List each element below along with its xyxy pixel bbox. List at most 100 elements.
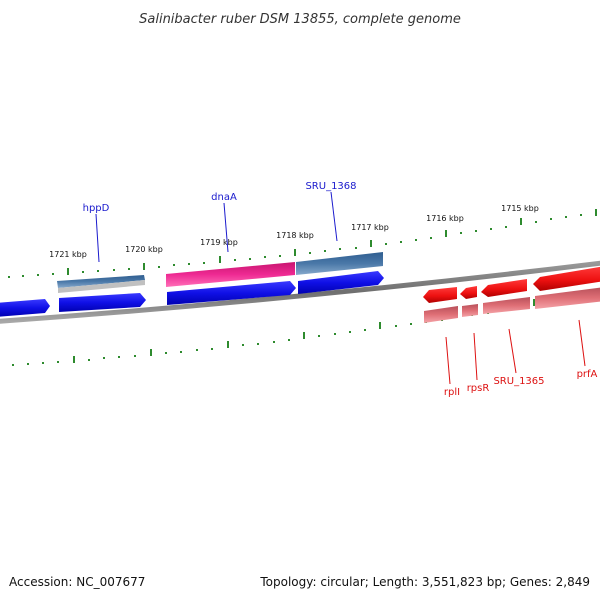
tick-minor <box>475 230 477 232</box>
tick-major <box>294 249 296 256</box>
tick-minor <box>279 255 281 257</box>
rplI-gene-feature[interactable] <box>424 306 458 323</box>
tick-minor <box>188 263 190 265</box>
tick-minor <box>27 363 29 365</box>
rpsR-label[interactable]: rpsR <box>467 383 490 394</box>
tick-minor <box>334 333 336 335</box>
prfA-label[interactable]: prfA <box>577 369 598 380</box>
tick-major <box>303 332 305 339</box>
prfA-leader-line <box>578 319 586 367</box>
tick-minor <box>158 266 160 268</box>
tick-minor <box>505 226 507 228</box>
SRU_1368-leader-line <box>330 191 338 242</box>
tick-label-1721: 1721 kbp <box>49 250 87 259</box>
prfA-gene-feature[interactable] <box>535 287 600 309</box>
tick-minor <box>288 339 290 341</box>
tick-minor <box>173 264 175 266</box>
cds-arrow-reverse[interactable] <box>423 287 457 303</box>
cds-arrow-forward[interactable] <box>167 281 296 305</box>
tick-major <box>150 349 152 356</box>
cds-arrow-reverse[interactable] <box>460 286 477 299</box>
reverse-cds-arrows <box>423 266 600 303</box>
tick-minor <box>249 258 251 260</box>
tick-minor <box>264 256 266 258</box>
cds-arrow-forward[interactable] <box>0 299 50 317</box>
tick-label-1718: 1718 kbp <box>276 231 314 240</box>
SRU_1365-gene-feature[interactable] <box>483 297 530 314</box>
tick-minor <box>128 268 130 270</box>
tick-minor <box>415 239 417 241</box>
outer-tick-track <box>8 209 597 278</box>
hppD-leader-line <box>95 213 100 263</box>
SRU_1368-gene-feature[interactable] <box>296 252 383 275</box>
tick-minor <box>211 348 213 350</box>
tick-minor <box>103 357 105 359</box>
position-tick-labels: 1721 kbp 1720 kbp 1719 kbp 1718 kbp 1717… <box>49 204 539 259</box>
tick-minor <box>565 216 567 218</box>
tick-minor <box>385 243 387 245</box>
tick-minor <box>42 362 44 364</box>
tick-major <box>67 268 69 275</box>
hppD-label[interactable]: hppD <box>83 203 110 214</box>
tick-label-1719: 1719 kbp <box>200 238 238 247</box>
tick-label-1717: 1717 kbp <box>351 223 389 232</box>
tick-major <box>445 230 447 237</box>
dnaA-leader-line <box>223 202 229 253</box>
tick-minor <box>349 331 351 333</box>
map-title: Salinibacter ruber DSM 13855, complete g… <box>139 12 461 27</box>
dnaA-label[interactable]: dnaA <box>211 192 237 203</box>
tick-minor <box>113 269 115 271</box>
tick-minor <box>355 247 357 249</box>
tick-minor <box>324 250 326 252</box>
tick-minor <box>234 259 236 261</box>
tick-minor <box>339 248 341 250</box>
accession-text: Accession: NC_007677 <box>9 575 146 589</box>
tick-minor <box>82 271 84 273</box>
rplI-label[interactable]: rplI <box>444 387 460 398</box>
reverse-gene-features <box>424 287 600 323</box>
forward-gene-features <box>57 252 383 293</box>
tick-major <box>73 356 75 363</box>
tick-minor <box>460 232 462 234</box>
tick-minor <box>8 276 10 278</box>
tick-major <box>533 299 535 306</box>
tick-minor <box>12 364 14 366</box>
tick-minor <box>118 356 120 358</box>
tick-minor <box>97 270 99 272</box>
tick-major <box>379 322 381 329</box>
tick-minor <box>273 341 275 343</box>
tick-minor <box>37 274 39 276</box>
tick-minor <box>535 221 537 223</box>
cds-arrow-reverse[interactable] <box>481 279 527 297</box>
cds-arrow-forward[interactable] <box>59 293 146 312</box>
tick-minor <box>257 343 259 345</box>
dnaA-gene-feature[interactable] <box>166 262 295 287</box>
tick-major <box>227 341 229 348</box>
forward-gene-labels: hppD dnaA SRU_1368 <box>83 181 357 263</box>
tick-minor <box>134 355 136 357</box>
tick-major <box>370 240 372 247</box>
tick-minor <box>430 237 432 239</box>
tick-label-1716: 1716 kbp <box>426 214 464 223</box>
hppD-gene-feature[interactable] <box>57 275 145 293</box>
cds-arrow-forward[interactable] <box>298 271 384 294</box>
rplI-leader-line <box>445 336 451 385</box>
genome-backbone <box>0 260 600 324</box>
tick-minor <box>52 273 54 275</box>
tick-label-1720: 1720 kbp <box>125 245 163 254</box>
SRU_1368-label[interactable]: SRU_1368 <box>305 181 356 192</box>
rpsR-leader-line <box>473 332 478 381</box>
tick-minor <box>364 329 366 331</box>
tick-minor <box>57 361 59 363</box>
tick-minor <box>395 325 397 327</box>
tick-minor <box>180 351 182 353</box>
tick-minor <box>400 241 402 243</box>
tick-minor <box>88 359 90 361</box>
tick-minor <box>550 218 552 220</box>
rpsR-gene-feature[interactable] <box>462 304 478 317</box>
cds-arrow-reverse[interactable] <box>533 266 600 291</box>
tick-minor <box>22 275 24 277</box>
SRU_1365-label[interactable]: SRU_1365 <box>493 376 544 387</box>
